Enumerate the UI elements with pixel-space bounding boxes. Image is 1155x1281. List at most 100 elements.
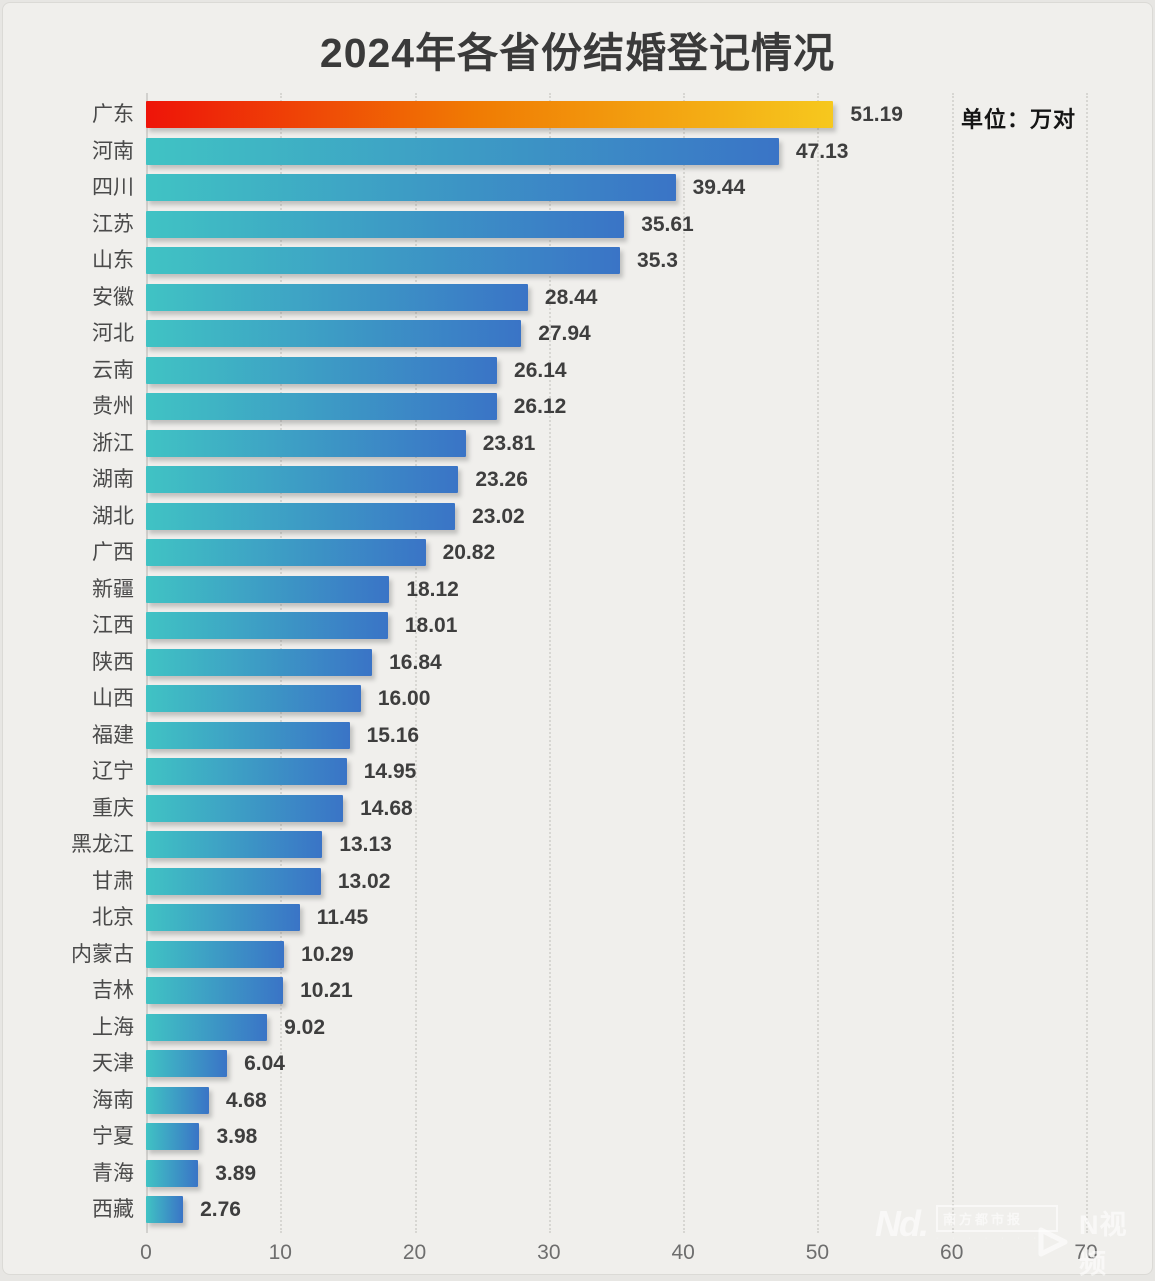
category-label: 河南 — [92, 139, 134, 163]
category-label: 浙江 — [92, 431, 134, 455]
bar-row: 青海 3.89 — [3, 1159, 1155, 1187]
value-label: 6.04 — [244, 1052, 285, 1075]
value-label: 14.68 — [360, 796, 413, 820]
x-tick-label: 60 — [940, 1241, 964, 1264]
nvideo-label: N视频 — [1079, 1210, 1128, 1279]
nandu-logo-icon: Nd. — [875, 1202, 929, 1244]
value-label: 20.82 — [442, 541, 496, 564]
play-icon — [1033, 1223, 1071, 1261]
bar-row: 河北 27.94 — [3, 320, 1155, 347]
bar — [146, 1159, 199, 1187]
bar-row: 广西 20.82 — [3, 539, 1155, 566]
category-label: 甘肃 — [92, 869, 134, 893]
bar-row: 江西 18.01 — [3, 612, 1155, 639]
gridline — [951, 93, 954, 1233]
bar-row: 湖南 23.26 — [3, 466, 1155, 493]
bar-row: 吉林 10.21 — [3, 977, 1155, 1004]
bar-row: 黑龙江 13.13 — [3, 831, 1155, 858]
bar — [146, 356, 498, 384]
value-label: 26.14 — [514, 358, 567, 382]
chart-title: 2024年各省份结婚登记情况 — [319, 30, 836, 76]
category-label: 新疆 — [92, 577, 134, 601]
value-label: 39.44 — [692, 176, 746, 199]
bar-row: 贵州 26.12 — [3, 393, 1155, 420]
value-label: 28.44 — [544, 285, 598, 309]
value-label: 27.94 — [538, 322, 591, 345]
value-label: 14.95 — [363, 760, 417, 783]
category-label: 西藏 — [92, 1198, 134, 1221]
category-label: 天津 — [92, 1052, 134, 1075]
bar — [146, 685, 361, 712]
bar-row: 山东 35.3 — [3, 247, 1155, 274]
value-label: 3.98 — [216, 1125, 258, 1148]
bar — [146, 247, 621, 274]
category-label: 宁夏 — [92, 1125, 134, 1148]
nvideo-watermark: N视频 — [1033, 1203, 1152, 1281]
category-label: 广东 — [92, 103, 134, 126]
plot-area: 广东 51.19 河南 47.13 四川 39.44 江苏 35.61 山东 35.3 安徽 28.4… — [3, 91, 1155, 1237]
bar — [146, 758, 347, 785]
bar-row: 江苏 35.61 — [3, 210, 1155, 238]
bar-row: 内蒙古 10.29 — [3, 940, 1155, 968]
value-label: 16.84 — [389, 650, 442, 674]
x-tick-label: 70 — [1074, 1241, 1098, 1264]
bar — [146, 174, 676, 201]
value-label: 35.61 — [641, 212, 694, 236]
value-label: 10.21 — [300, 979, 353, 1002]
x-tick-label: 10 — [268, 1241, 292, 1264]
bar — [146, 137, 779, 165]
x-tick-label: 0 — [140, 1241, 152, 1264]
bar — [146, 612, 388, 639]
nandu-name-label: 南方都市报 — [936, 1205, 1059, 1232]
bar-row: 北京 11.45 — [3, 904, 1155, 931]
bar-row: 辽宁 14.95 — [3, 758, 1155, 785]
bar — [146, 429, 466, 457]
category-label: 贵州 — [92, 395, 134, 418]
bar — [146, 977, 284, 1004]
bar — [146, 1086, 209, 1114]
category-label: 广西 — [92, 541, 134, 564]
bar-row: 浙江 23.81 — [3, 429, 1155, 457]
category-label: 上海 — [92, 1015, 134, 1039]
value-label: 23.26 — [475, 468, 528, 491]
value-label: 18.01 — [404, 614, 458, 637]
category-label: 吉林 — [92, 979, 134, 1002]
bar-row: 河南 47.13 — [3, 137, 1155, 165]
value-label: 35.3 — [637, 249, 678, 272]
category-label: 北京 — [92, 906, 134, 929]
value-label: 11.45 — [316, 906, 369, 929]
bar — [146, 794, 344, 822]
bar-row: 海南 4.68 — [3, 1086, 1155, 1114]
nandu-watermark: Nd. 南方都市报 · · · · · · · · — [875, 1202, 1059, 1244]
bar — [146, 1050, 228, 1077]
category-label: 湖南 — [92, 468, 134, 491]
value-label: 26.12 — [513, 395, 567, 418]
bar — [146, 1013, 268, 1041]
bar — [146, 466, 459, 493]
category-label: 江苏 — [92, 212, 134, 236]
gridline — [414, 93, 417, 1233]
bar-row: 云南 26.14 — [3, 356, 1155, 384]
x-tick-label: 20 — [402, 1241, 427, 1264]
x-tick-label: 50 — [805, 1241, 830, 1264]
bar-row: 甘肃 13.02 — [3, 867, 1155, 895]
bar — [146, 210, 625, 238]
value-label: 23.81 — [482, 431, 536, 455]
value-label: 13.13 — [339, 833, 392, 856]
category-label: 黑龙江 — [71, 833, 134, 856]
gridline — [683, 93, 686, 1233]
bar-row: 天津 6.04 — [3, 1050, 1155, 1077]
bar — [146, 904, 300, 931]
bar-row: 安徽 28.44 — [3, 283, 1155, 311]
bar — [146, 502, 456, 530]
nandu-tagline: · · · · · · · · — [936, 1235, 1059, 1242]
bar-row: 广东 51.19 — [3, 101, 1155, 128]
bar — [146, 721, 350, 749]
value-label: 15.16 — [366, 723, 420, 747]
category-label: 青海 — [92, 1161, 134, 1185]
value-label: 4.68 — [225, 1088, 267, 1112]
category-label: 四川 — [92, 176, 134, 199]
value-label: 9.02 — [284, 1015, 325, 1039]
bar — [146, 867, 321, 895]
